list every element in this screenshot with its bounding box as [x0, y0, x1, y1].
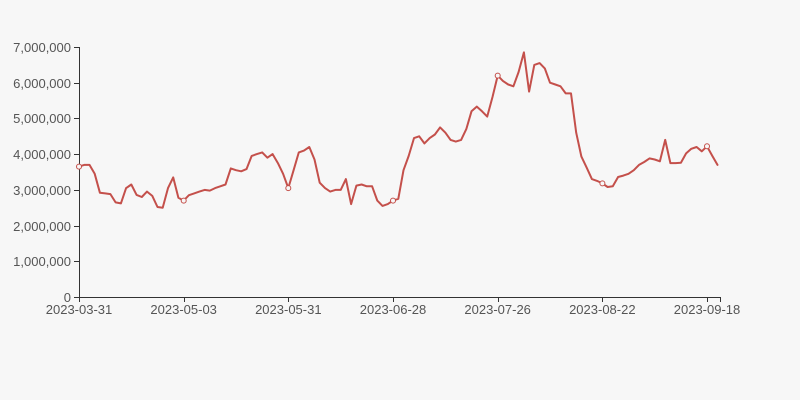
x-axis-label: 2023-07-26: [464, 302, 531, 317]
data-point-marker: [285, 185, 292, 192]
data-point-marker: [704, 143, 710, 150]
data-point-marker: [76, 163, 82, 170]
x-axis-label: 2023-03-31: [46, 302, 113, 317]
x-axis-label: 2023-08-22: [569, 302, 636, 317]
series-line: [78, 51, 719, 209]
y-axis-label: 1,000,000: [13, 254, 71, 269]
y-axis-label: 3,000,000: [13, 183, 71, 198]
data-point-marker: [180, 197, 187, 204]
data-point-marker: [494, 72, 501, 79]
y-axis-label: 2,000,000: [13, 219, 71, 234]
x-axis-label: 2023-05-31: [255, 302, 322, 317]
y-axis-label: 0: [64, 290, 71, 305]
x-axis-label: 2023-06-28: [360, 302, 427, 317]
data-point-marker: [390, 197, 396, 204]
y-axis-label: 4,000,000: [13, 147, 71, 162]
x-axis-label: 2023-05-03: [150, 302, 217, 317]
y-axis-label: 7,000,000: [13, 40, 71, 55]
y-axis-label: 5,000,000: [13, 111, 71, 126]
data-point-marker: [599, 180, 606, 187]
x-axis-label: 2023-09-18: [674, 302, 741, 317]
y-axis-label: 6,000,000: [13, 76, 71, 91]
